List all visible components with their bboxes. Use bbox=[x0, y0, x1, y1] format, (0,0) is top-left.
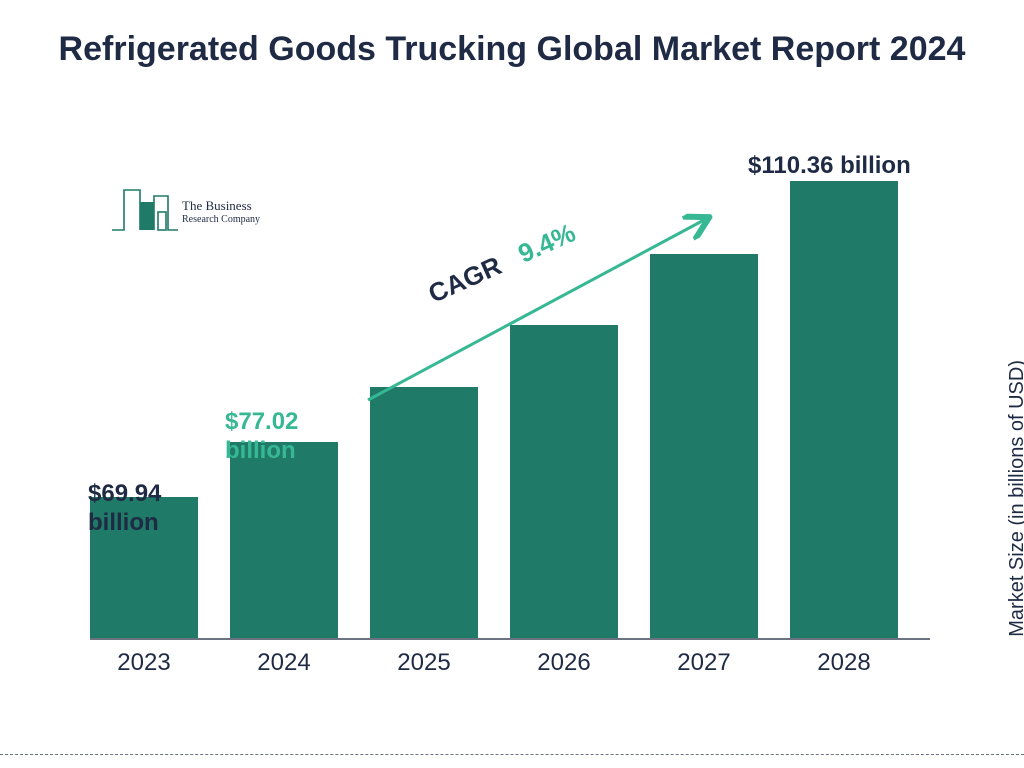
x-axis-line bbox=[90, 638, 930, 640]
x-tick-label: 2026 bbox=[510, 649, 618, 677]
footer-divider bbox=[0, 754, 1024, 755]
value-label: $110.36 billion bbox=[748, 152, 911, 181]
bar bbox=[790, 181, 898, 638]
y-axis-label: Market Size (in billions of USD) bbox=[1006, 360, 1024, 637]
bar bbox=[230, 442, 338, 638]
x-tick-label: 2027 bbox=[650, 649, 758, 677]
x-tick-label: 2023 bbox=[90, 649, 198, 677]
x-tick-label: 2025 bbox=[370, 649, 478, 677]
value-label: $69.94billion bbox=[88, 480, 161, 538]
bar bbox=[650, 254, 758, 638]
chart-title: Refrigerated Goods Trucking Global Marke… bbox=[0, 28, 1024, 71]
bar bbox=[510, 325, 618, 638]
x-tick-label: 2028 bbox=[790, 649, 898, 677]
value-label: $77.02billion bbox=[225, 408, 298, 466]
bar bbox=[370, 387, 478, 638]
x-tick-label: 2024 bbox=[230, 649, 338, 677]
